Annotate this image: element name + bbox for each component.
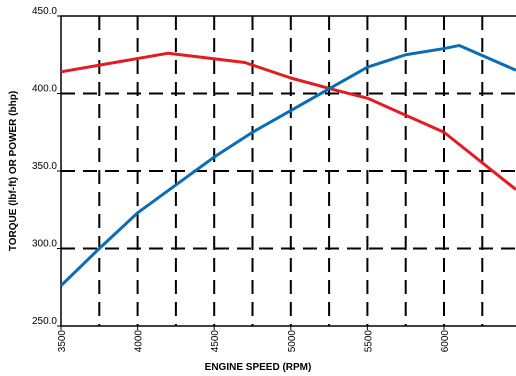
x-tick-label: 3500 <box>57 330 68 353</box>
x-tick-label: 5000 <box>287 330 298 353</box>
y-tick-label: 450.0 <box>32 6 57 17</box>
y-tick-label: 250.0 <box>32 316 57 327</box>
series-line <box>60 51 516 191</box>
x-tick-label: 4000 <box>134 330 145 353</box>
y-tick-label: 400.0 <box>32 84 57 95</box>
y-tick-label: 300.0 <box>32 239 57 250</box>
y-axis-label: TORQUE (lbf-ft) OR POWER (bhp) <box>8 91 19 251</box>
y-tick-label: 350.0 <box>32 161 57 172</box>
x-tick-label: 4500 <box>210 330 221 353</box>
x-tick-label: 5500 <box>363 330 374 353</box>
x-axis-label: ENGINE SPEED (RPM) <box>205 362 312 373</box>
series-line <box>59 43 516 287</box>
x-tick-label: 6000 <box>440 330 451 353</box>
